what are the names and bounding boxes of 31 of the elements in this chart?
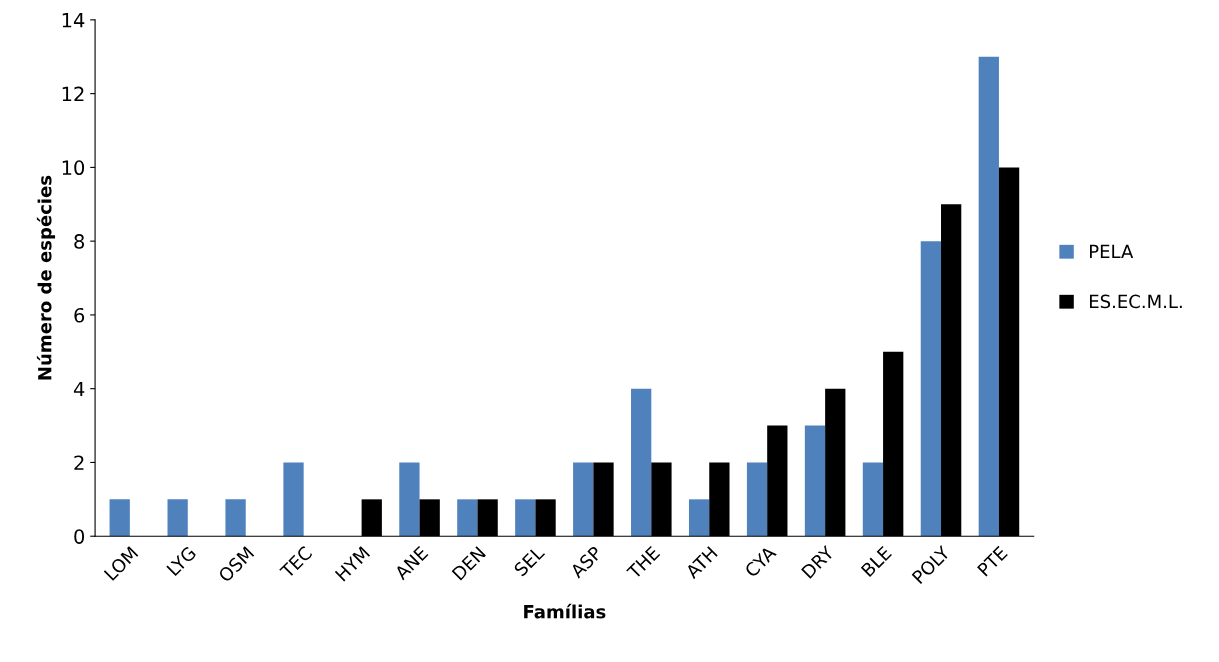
bar (804, 425, 826, 537)
bar (109, 499, 130, 537)
bar (862, 462, 884, 537)
y-tick-label: 10 (62, 160, 85, 176)
bar (631, 388, 652, 537)
x-tick-label: SEL (513, 544, 546, 577)
bar (746, 462, 768, 537)
legend-label: PELA (1090, 244, 1134, 259)
bar (399, 462, 420, 537)
y-tick-label: 4 (73, 381, 85, 397)
bar (515, 499, 536, 537)
y-tick-label: 8 (74, 234, 85, 249)
y-tick-label: 2 (74, 455, 84, 470)
bar (457, 499, 478, 537)
bar (283, 462, 304, 537)
y-tick-label: 0 (74, 529, 85, 544)
y-tick-label: 14 (62, 13, 85, 28)
x-tick-label: TEC (279, 545, 313, 580)
x-axis-title: Famílias (524, 603, 606, 619)
y-axis-title: Número de espécies (36, 175, 56, 380)
y-tick-label: 6 (74, 307, 85, 323)
x-tick-label: LYG (166, 545, 197, 577)
legend-label: ES.EC.M.L. (1090, 294, 1182, 309)
bar (920, 241, 942, 537)
bar (225, 499, 246, 537)
bar (688, 499, 710, 537)
y-tick-label: 12 (62, 86, 84, 102)
bar (167, 499, 188, 537)
x-tick-label: CYA (743, 544, 777, 578)
bar (573, 462, 594, 537)
bar (978, 56, 999, 537)
